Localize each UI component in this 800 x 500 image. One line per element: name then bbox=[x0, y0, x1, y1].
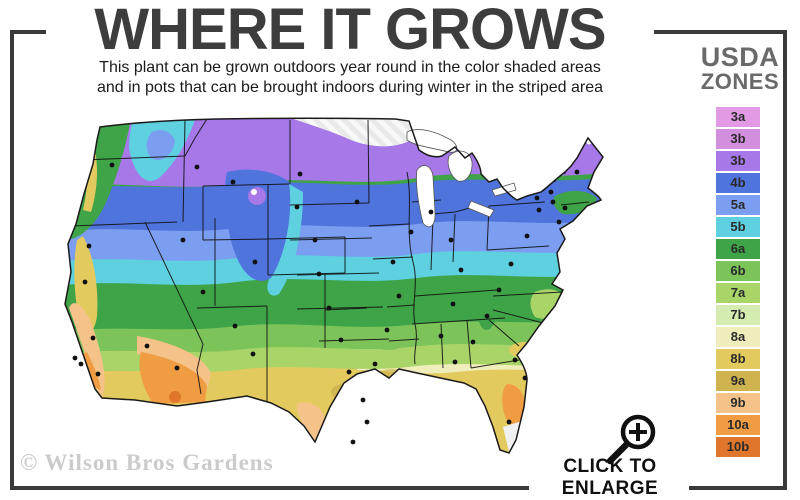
city-dot bbox=[534, 195, 540, 201]
city-dot bbox=[458, 267, 464, 273]
subtitle-line-1: This plant can be grown outdoors year ro… bbox=[99, 59, 601, 76]
subtitle: This plant can be grown outdoors year ro… bbox=[40, 58, 660, 99]
watermark: © Wilson Bros Gardens bbox=[20, 450, 274, 475]
city-dot bbox=[144, 343, 150, 349]
city-dot bbox=[72, 355, 78, 361]
city-dot bbox=[326, 305, 332, 311]
city-dot bbox=[232, 323, 238, 329]
city-dot bbox=[312, 237, 318, 243]
lake-erie bbox=[467, 200, 495, 218]
city-dot bbox=[450, 301, 456, 307]
city-dot bbox=[250, 351, 256, 357]
city-dot bbox=[524, 233, 530, 239]
city-dot bbox=[346, 369, 352, 375]
city-dot bbox=[316, 271, 322, 277]
city-dot bbox=[350, 439, 356, 445]
city-dot bbox=[548, 189, 554, 195]
city-dot bbox=[200, 289, 206, 295]
city-dot bbox=[95, 371, 101, 377]
city-dot bbox=[390, 259, 396, 265]
city-dot bbox=[470, 339, 476, 345]
usda-heading-line1: USDA bbox=[700, 42, 780, 72]
magnifier-plus-icon[interactable] bbox=[598, 406, 660, 468]
lake-huron bbox=[447, 150, 473, 182]
city-dot bbox=[354, 199, 360, 205]
city-dot bbox=[522, 375, 528, 381]
legend-zone-swatch: 7b bbox=[716, 305, 760, 325]
legend-zone-swatch: 10a bbox=[716, 415, 760, 435]
city-dot bbox=[496, 287, 502, 293]
legend-zone-swatch: 7a bbox=[716, 283, 760, 303]
city-dot bbox=[86, 243, 92, 249]
legend-zone-swatch: 5a bbox=[716, 195, 760, 215]
city-dot bbox=[384, 327, 390, 333]
legend-zone-swatch: 6b bbox=[716, 261, 760, 281]
state-borders bbox=[70, 118, 590, 402]
city-dot bbox=[396, 293, 402, 299]
city-dot bbox=[484, 313, 490, 319]
us-outline bbox=[64, 117, 604, 454]
usda-zone-map[interactable] bbox=[57, 112, 609, 464]
legend-zone-swatch: 4b bbox=[716, 173, 760, 193]
city-dot bbox=[294, 204, 300, 210]
city-dot bbox=[252, 259, 258, 265]
city-dot bbox=[574, 169, 580, 175]
legend-zone-swatch: 8a bbox=[716, 327, 760, 347]
usda-heading-line2: ZONES bbox=[700, 69, 780, 94]
legend-zone-swatch: 3b bbox=[716, 151, 760, 171]
city-dot bbox=[338, 337, 344, 343]
legend-zone-swatch: 6a bbox=[716, 239, 760, 259]
page-title: WHERE IT GROWS bbox=[94, 0, 606, 62]
city-dot bbox=[408, 229, 414, 235]
usda-zone-map-svg bbox=[64, 117, 604, 454]
legend-zone-swatch: 5b bbox=[716, 217, 760, 237]
city-dot bbox=[556, 219, 562, 225]
city-dot bbox=[360, 397, 366, 403]
city-dot bbox=[297, 171, 303, 177]
legend-zone-swatch: 9b bbox=[716, 393, 760, 413]
city-dot bbox=[194, 164, 200, 170]
city-dot bbox=[109, 162, 115, 168]
legend-zone-swatch: 3b bbox=[716, 129, 760, 149]
legend-zone-swatch: 9a bbox=[716, 371, 760, 391]
frame-gap-top bbox=[46, 26, 654, 39]
city-dot bbox=[508, 261, 514, 267]
legend-zone-swatch: 8b bbox=[716, 349, 760, 369]
city-dot bbox=[180, 237, 186, 243]
city-dot bbox=[550, 199, 556, 205]
city-dot bbox=[448, 237, 454, 243]
frame-gap-bottom bbox=[529, 480, 689, 494]
city-dot bbox=[90, 335, 96, 341]
city-dot bbox=[438, 333, 444, 339]
city-dot bbox=[428, 209, 434, 215]
city-dot bbox=[452, 359, 458, 365]
city-dot bbox=[512, 357, 518, 363]
city-dot bbox=[562, 205, 568, 211]
city-dot bbox=[82, 279, 88, 285]
usda-zones-heading: USDA ZONES bbox=[692, 44, 788, 93]
city-dot bbox=[536, 207, 542, 213]
city-dot bbox=[364, 419, 370, 425]
subtitle-line-2: and in pots that can be brought indoors … bbox=[96, 79, 604, 97]
legend-zone-swatch: 10b bbox=[716, 437, 760, 457]
city-dot bbox=[78, 361, 84, 367]
city-dot bbox=[372, 361, 378, 367]
city-dot bbox=[506, 419, 512, 425]
city-dot bbox=[174, 365, 180, 371]
city-dots bbox=[72, 162, 580, 445]
legend-zones: 3a 3b 3b 4b 5a 5b 6a 6b 7a 7b 8a 8b 9a 9b 10a 10b bbox=[716, 107, 760, 459]
legend-zone-swatch: 3a bbox=[716, 107, 760, 127]
click-to-enlarge-button[interactable]: CLICK TO ENLARGE bbox=[561, 456, 659, 499]
city-dot bbox=[230, 179, 236, 185]
